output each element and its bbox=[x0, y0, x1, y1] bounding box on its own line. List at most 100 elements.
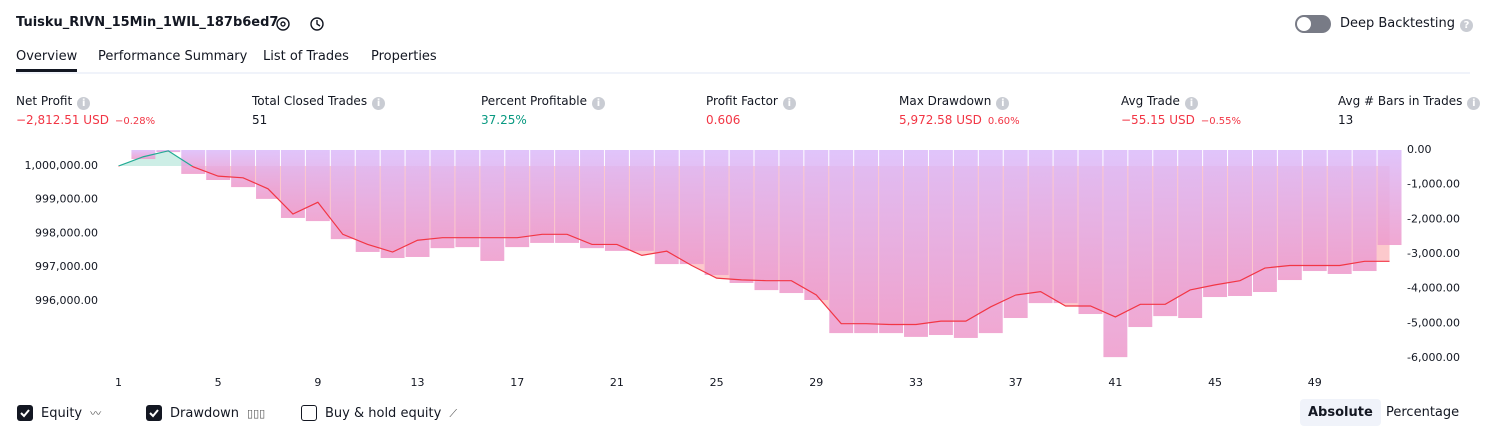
legend-label: Drawdown bbox=[170, 406, 240, 421]
x-tick-label: 5 bbox=[215, 376, 222, 389]
y-tick-label: 999,000.00 bbox=[35, 193, 98, 206]
drawdown-bar bbox=[256, 150, 280, 199]
drawdown-bar bbox=[1203, 150, 1228, 298]
title-icons bbox=[276, 17, 324, 31]
drawdown-bar bbox=[978, 150, 1003, 334]
drawdown-bar bbox=[280, 150, 305, 218]
checkbox[interactable] bbox=[301, 405, 317, 421]
legend-item[interactable]: Drawdown ▯▯▯ bbox=[146, 405, 265, 421]
tab[interactable]: List of Trades bbox=[263, 49, 349, 64]
tab[interactable]: Properties bbox=[371, 49, 437, 64]
drawdown-bar bbox=[779, 150, 804, 294]
y2-tick-label: 0.00 bbox=[1407, 143, 1432, 156]
drawdown-bar bbox=[804, 150, 829, 300]
x-tick-label: 9 bbox=[314, 376, 321, 389]
stat-label-text: Avg Trade bbox=[1121, 94, 1180, 108]
drawdown-bar bbox=[1377, 150, 1402, 246]
x-tick-label: 45 bbox=[1208, 376, 1222, 389]
mode-button[interactable]: Percentage bbox=[1386, 405, 1460, 420]
stat-value: −55.15 USD −0.55% bbox=[1121, 113, 1241, 127]
drawdown-bar bbox=[904, 150, 928, 337]
deep-backtesting: Deep Backtesting bbox=[1340, 16, 1456, 31]
stat-value: 5,972.58 USD 0.60% bbox=[899, 113, 1020, 127]
stat-value-text: 13 bbox=[1338, 113, 1354, 127]
tab[interactable]: Performance Summary bbox=[98, 49, 248, 64]
x-tick-label: 49 bbox=[1308, 376, 1322, 389]
equity-line bbox=[118, 166, 1390, 326]
drawdown-bar bbox=[729, 150, 754, 283]
stat-value-text: 51 bbox=[252, 113, 268, 127]
x-tick-label: 37 bbox=[1009, 376, 1023, 389]
drawdown-bar bbox=[1028, 150, 1053, 304]
stat-label-text: Profit Factor bbox=[706, 94, 778, 108]
drawdown-bar bbox=[330, 150, 355, 240]
stat-value: 51 bbox=[252, 113, 267, 127]
stat-label-text: Max Drawdown bbox=[899, 94, 992, 108]
drawdown-bar bbox=[1252, 150, 1277, 293]
drawdown-bar bbox=[380, 150, 405, 259]
stat-label-text: Net Profit bbox=[16, 94, 73, 108]
legend-label: Equity bbox=[41, 406, 83, 421]
stat-label: Total Closed Trades i bbox=[252, 94, 386, 110]
info-icon[interactable]: i bbox=[996, 97, 1010, 110]
info-icon[interactable]: i bbox=[1467, 97, 1481, 110]
legend-icon: 〰 bbox=[90, 407, 102, 420]
drawdown-bar bbox=[829, 150, 854, 334]
mode-button[interactable]: Absolute bbox=[1300, 399, 1381, 426]
info-icon[interactable]: i bbox=[782, 97, 796, 110]
y2-tick-label: -2,000.00 bbox=[1407, 212, 1460, 225]
stat-percent: 0.60% bbox=[987, 116, 1020, 127]
legend-icon: ▯▯▯ bbox=[247, 407, 266, 420]
tab[interactable]: Overview bbox=[16, 49, 78, 72]
drawdown-bar bbox=[405, 150, 430, 257]
y2-tick-label: -4,000.00 bbox=[1407, 282, 1460, 295]
stat-value-text: 5,972.58 USD bbox=[899, 113, 982, 127]
stat-value: 0.606 bbox=[706, 113, 740, 127]
drawdown-bar bbox=[754, 150, 779, 291]
info-icon[interactable]: i bbox=[1184, 97, 1198, 110]
drawdown-bar bbox=[1228, 150, 1252, 296]
info-icon[interactable]: i bbox=[591, 97, 605, 110]
stat-value-text: −2,812.51 USD bbox=[16, 113, 109, 127]
stat-label: Profit Factor i bbox=[706, 94, 796, 110]
drawdown-bar bbox=[1003, 150, 1028, 319]
y2-tick-label: -3,000.00 bbox=[1407, 247, 1460, 260]
legend-item[interactable]: Buy & hold equity ⟋ bbox=[301, 405, 457, 421]
checkbox[interactable] bbox=[17, 405, 33, 421]
drawdown-bar bbox=[629, 150, 654, 251]
drawdown-bar bbox=[1178, 150, 1203, 319]
x-tick-label: 25 bbox=[710, 376, 724, 389]
y-tick-label: 998,000.00 bbox=[35, 226, 98, 239]
drawdown-bar bbox=[879, 150, 904, 334]
chart: 1,000,000.00 999,000.00 998,000.00 997,000.… bbox=[25, 143, 1460, 389]
y-tick-label: 996,000.00 bbox=[35, 294, 98, 307]
drawdown-bar bbox=[530, 150, 555, 243]
y-tick-label: 997,000.00 bbox=[35, 260, 98, 273]
drawdown-bar bbox=[1277, 150, 1302, 281]
stat-label: Max Drawdown i bbox=[899, 94, 1010, 110]
drawdown-bar bbox=[305, 150, 330, 222]
drawdown-bar bbox=[1078, 150, 1103, 315]
stat-label: Avg # Bars in Trades i bbox=[1338, 94, 1481, 110]
info-icon[interactable]: i bbox=[77, 97, 91, 110]
x-tick-label: 33 bbox=[909, 376, 923, 389]
drawdown-bar bbox=[654, 150, 679, 265]
drawdown-bar bbox=[206, 150, 231, 180]
x-tick-label: 13 bbox=[411, 376, 425, 389]
legend-item[interactable]: Equity 〰 bbox=[17, 405, 101, 421]
stat-value: 37.25% bbox=[481, 113, 527, 127]
legend-label: Buy & hold equity bbox=[325, 406, 442, 421]
checkbox[interactable] bbox=[146, 405, 162, 421]
drawdown-bar bbox=[1153, 150, 1178, 317]
stat-label: Net Profit i bbox=[16, 94, 91, 110]
x-tick-label: 41 bbox=[1108, 376, 1122, 389]
drawdown-bar bbox=[580, 150, 604, 249]
toggle[interactable] bbox=[1294, 14, 1334, 34]
info-icon[interactable]: i bbox=[372, 97, 386, 110]
stat-label: Percent Profitable i bbox=[481, 94, 605, 110]
y2-tick-label: -1,000.00 bbox=[1407, 178, 1460, 191]
stat-label-text: Percent Profitable bbox=[481, 94, 587, 108]
drawdown-bar bbox=[1352, 150, 1377, 272]
help-icon[interactable]: ? bbox=[1460, 19, 1474, 32]
